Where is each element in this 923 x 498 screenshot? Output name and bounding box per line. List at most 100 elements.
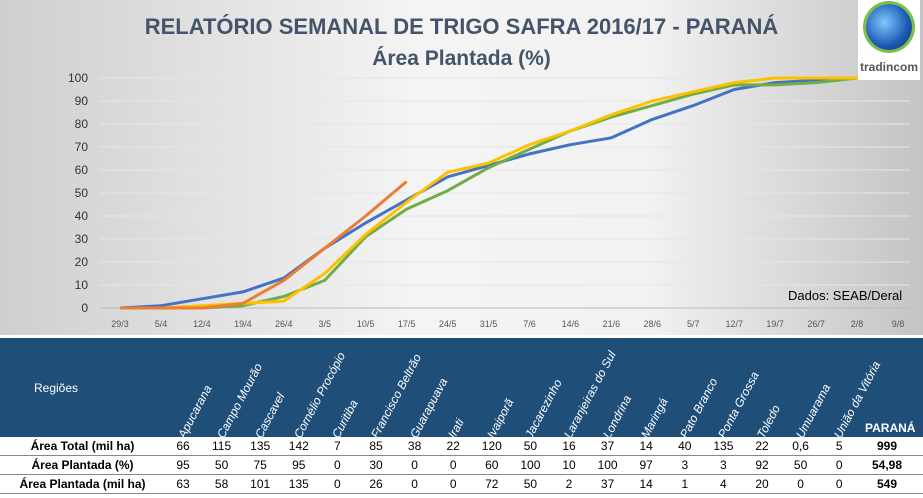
y-tick-label: 30 xyxy=(75,232,89,246)
y-tick-label: 20 xyxy=(75,255,89,269)
x-tick-label: 9/8 xyxy=(892,319,905,329)
table-cell: 0 xyxy=(835,458,843,472)
region-header: Pato Branco xyxy=(676,375,721,441)
region-header: Guarapuava xyxy=(406,375,450,441)
table-cell: 0 xyxy=(411,477,418,491)
table-cell: 0,6 xyxy=(792,439,809,453)
table-cell: 37 xyxy=(600,439,615,453)
table-cell: 0 xyxy=(797,477,804,491)
y-tick-label: 0 xyxy=(81,301,88,315)
x-tick-label: 24/5 xyxy=(439,319,457,329)
tradincom-logo: tradincom xyxy=(858,0,920,80)
table-cell: 38 xyxy=(407,439,422,453)
table-cell: 14 xyxy=(639,439,653,453)
x-tick-label: 17/5 xyxy=(398,319,416,329)
table-cell: 4 xyxy=(720,477,727,491)
table-cell: 30 xyxy=(369,458,383,472)
total-header: PARANÁ xyxy=(865,421,916,435)
region-header: Apucarana xyxy=(175,382,215,441)
table-cell: 20 xyxy=(755,477,769,491)
table-cell: 95 xyxy=(176,458,190,472)
table-row: Área Plantada (%) 95 50 75 95 0 30 0 0 60 100 10 100… xyxy=(0,456,923,475)
table-cell: 7 xyxy=(334,439,341,453)
table-cell: 50 xyxy=(214,458,229,472)
y-tick-label: 50 xyxy=(75,186,89,200)
table-cell: 0 xyxy=(449,477,457,491)
table-cell: 100 xyxy=(597,458,618,472)
data-source: Dados: SEAB/Deral xyxy=(788,288,903,303)
table-cell: 0 xyxy=(449,458,457,472)
region-header: Curitiba xyxy=(329,397,362,441)
x-tick-label: 14/6 xyxy=(562,319,580,329)
y-tick-label: 100 xyxy=(68,71,88,85)
logo-text: tradincom xyxy=(859,60,918,74)
x-tick-label: 21/6 xyxy=(603,319,621,329)
table-cell: 10 xyxy=(562,458,576,472)
table-cell: 135 xyxy=(713,439,734,453)
table-cell: 120 xyxy=(481,439,502,453)
table-cell: 0 xyxy=(835,477,843,491)
table-cell: 50 xyxy=(793,458,808,472)
table-cell: 85 xyxy=(369,439,383,453)
table-cell: 72 xyxy=(485,477,499,491)
table-cell: 26 xyxy=(369,477,383,491)
table-cell: 1 xyxy=(681,477,689,491)
table-cell: 37 xyxy=(600,477,615,491)
region-header: Ivaiporã xyxy=(483,396,517,441)
table-cell: 58 xyxy=(214,477,229,491)
region-header: Cascavel xyxy=(252,390,288,441)
total-cell: 999 xyxy=(876,439,898,453)
y-tick-label: 60 xyxy=(75,163,89,177)
x-tick-label: 19/4 xyxy=(234,319,252,329)
chart-subtitle: Área Plantada (%) xyxy=(372,47,551,70)
table-cell: 142 xyxy=(288,439,309,453)
total-cell: 549 xyxy=(876,477,898,491)
table-cell: 95 xyxy=(292,458,306,472)
x-tick-label: 26/4 xyxy=(275,319,293,329)
table-cell: 22 xyxy=(446,439,460,453)
table-cell: 101 xyxy=(250,477,271,491)
table-cell: 75 xyxy=(253,458,267,472)
table-cell: 0 xyxy=(334,458,341,472)
row-label: Área Plantada (%) xyxy=(31,458,134,472)
x-tick-label: 12/4 xyxy=(193,319,211,329)
table-cell: 22 xyxy=(755,439,769,453)
y-tick-label: 40 xyxy=(75,209,89,223)
y-tick-label: 70 xyxy=(75,140,89,154)
table-cell: 14 xyxy=(639,477,653,491)
total-cell: 54,98 xyxy=(871,458,903,472)
table-cell: 2 xyxy=(565,477,573,491)
table-cell: 60 xyxy=(485,458,499,472)
table-cell: 66 xyxy=(176,439,190,453)
x-tick-label: 31/5 xyxy=(480,319,498,329)
table-cell: 5 xyxy=(835,439,843,453)
table-cell: 50 xyxy=(523,439,538,453)
x-tick-label: 10/5 xyxy=(357,319,375,329)
table-cell: 100 xyxy=(520,458,541,472)
x-tick-label: 26/7 xyxy=(807,319,825,329)
x-tick-label: 29/3 xyxy=(111,319,129,329)
table-cell: 115 xyxy=(212,439,232,453)
y-tick-label: 90 xyxy=(75,94,89,108)
table-cell: 135 xyxy=(288,477,309,491)
x-tick-label: 19/7 xyxy=(766,319,784,329)
table-row: Área Total (mil ha) 66 115 135 142 7 85 38 22 120… xyxy=(0,437,923,456)
region-header: Jacarezinho xyxy=(522,376,566,441)
x-tick-label: 5/7 xyxy=(687,319,700,329)
table-cell: 0 xyxy=(411,458,418,472)
x-tick-label: 7/6 xyxy=(523,319,536,329)
region-header: Maringá xyxy=(638,395,671,441)
table-cell: 3 xyxy=(720,458,727,472)
table-cell: 16 xyxy=(562,439,576,453)
row-label: Área Plantada (mil ha) xyxy=(19,477,146,491)
region-header: Toledo xyxy=(754,402,784,441)
x-tick-label: 5/4 xyxy=(155,319,168,329)
table-cell: 97 xyxy=(639,458,653,472)
x-tick-label: 28/6 xyxy=(644,319,662,329)
table-cell: 92 xyxy=(755,458,769,472)
table-cell: 40 xyxy=(678,439,692,453)
table-cell: 63 xyxy=(176,477,190,491)
globe-icon xyxy=(866,4,912,50)
y-tick-label: 10 xyxy=(75,278,89,292)
region-header: Londrina xyxy=(599,392,634,441)
